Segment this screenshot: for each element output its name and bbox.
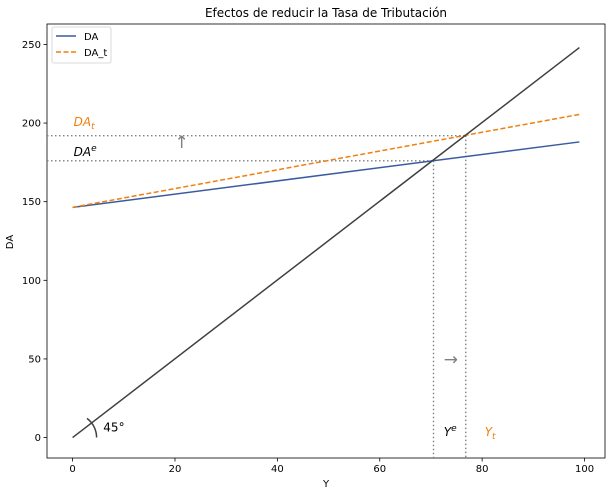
- y-tick-label: 0: [35, 433, 41, 444]
- y-tick-label: 250: [22, 40, 41, 51]
- x-tick-label: 100: [575, 464, 594, 475]
- plot-area: 0 20 40 60 80 100 0 50 100 150 200 250 DAt DAe Ye Yt 45°…: [22, 23, 606, 475]
- x-tick-label: 40: [271, 464, 284, 475]
- label-45-degrees: 45°: [103, 420, 124, 434]
- y-axis-label: DA: [5, 235, 16, 250]
- y-tick-label: 100: [22, 276, 41, 287]
- y-tick-label: 50: [28, 354, 41, 365]
- angle-arc: [86, 417, 98, 438]
- x-axis-label: Y: [322, 479, 330, 490]
- label-da-e: DAe: [74, 144, 97, 159]
- label-da-t: DAt: [74, 115, 95, 132]
- x-tick-label: 60: [373, 464, 386, 475]
- series-line-da-t: [72, 113, 580, 209]
- series-line-45deg: [72, 46, 580, 439]
- plot-frame: [46, 23, 606, 459]
- chart-title: Efectos de reducir la Tasa de Tributació…: [205, 6, 447, 20]
- legend: DA DA_t: [51, 26, 112, 64]
- arrow-up-icon: ↑: [175, 133, 189, 153]
- label-y-t: Yt: [485, 425, 496, 442]
- legend-label-da-t: DA_t: [84, 48, 107, 59]
- label-y-e: Ye: [444, 424, 457, 439]
- y-tick-label: 150: [22, 197, 41, 208]
- series-line-da: [72, 141, 580, 209]
- x-tick-label: 0: [69, 464, 75, 475]
- arrow-right-icon: →: [444, 350, 458, 370]
- x-tick-label: 20: [169, 464, 182, 475]
- x-tick-label: 80: [476, 464, 489, 475]
- legend-label-da: DA: [84, 32, 99, 43]
- y-tick-label: 200: [22, 119, 41, 130]
